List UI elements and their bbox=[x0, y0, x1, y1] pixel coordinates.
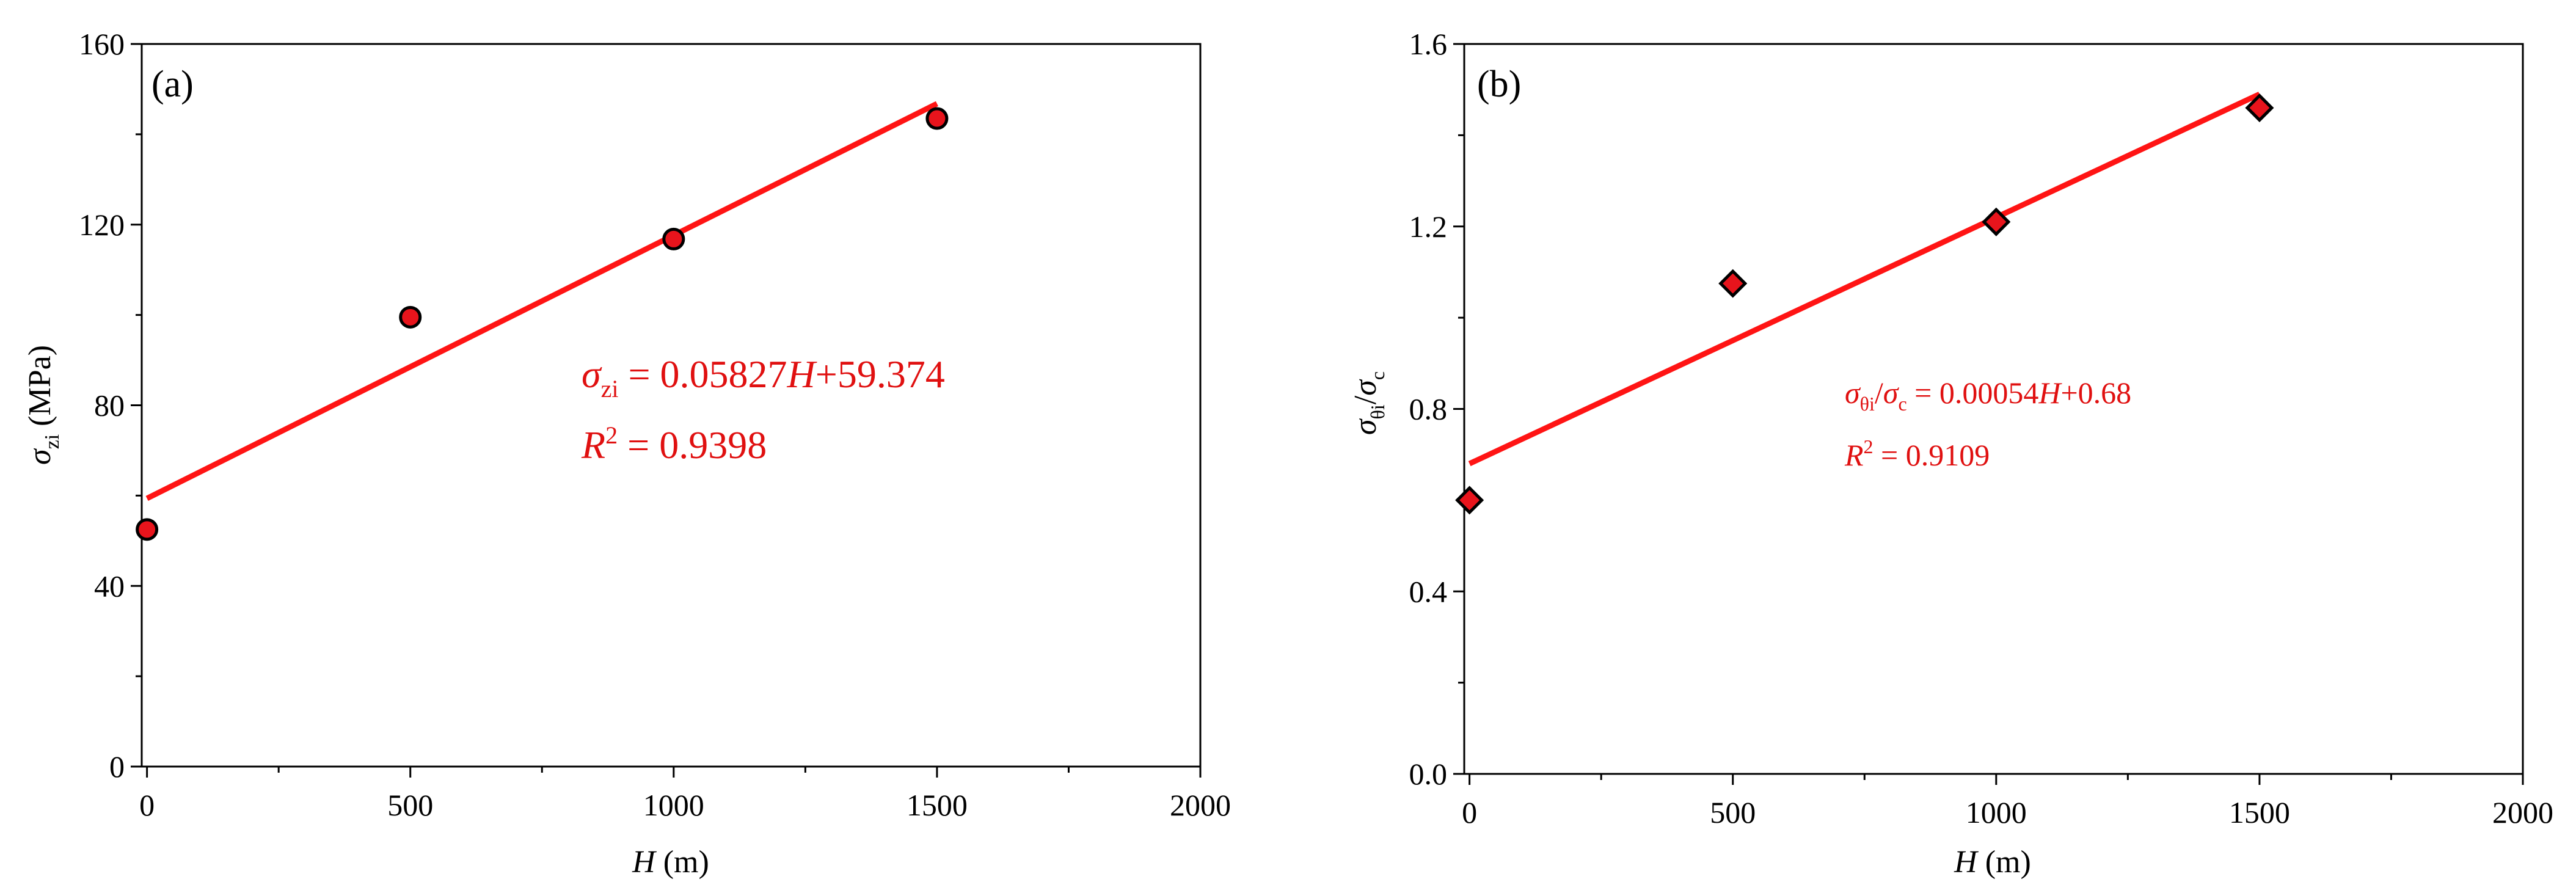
y-tick-label: 120 bbox=[79, 208, 125, 242]
x-tick-label: 1500 bbox=[2229, 795, 2290, 829]
fit-line-b bbox=[1468, 92, 2261, 467]
x-tick-label: 1000 bbox=[643, 788, 704, 822]
regression-line bbox=[145, 101, 938, 501]
regression-line bbox=[1468, 92, 2261, 467]
r-squared-b: R2 = 0.9109 bbox=[1844, 436, 1990, 472]
x-axis-title-b: H (m) bbox=[1954, 845, 2031, 880]
r-squared-a: R2 = 0.9398 bbox=[581, 421, 767, 467]
data-point bbox=[1718, 269, 1748, 298]
data-point bbox=[136, 518, 159, 541]
data-point bbox=[2245, 93, 2274, 123]
x-tick-label: 2000 bbox=[2492, 795, 2553, 829]
axis-ticks-b: 0 500 1000 1500 2000 0.0 0.4 0.8 1.2 1.6 bbox=[1409, 27, 2554, 829]
y-tick-label: 0.4 bbox=[1409, 574, 1448, 608]
x-tick-label: 500 bbox=[1710, 795, 1756, 829]
panel-label-a: (a) bbox=[151, 64, 194, 105]
data-point bbox=[662, 227, 685, 250]
x-tick-label: 1500 bbox=[907, 788, 968, 822]
data-point bbox=[1982, 207, 2011, 236]
fit-equation-b: σθi/σc = 0.00054H+0.68 bbox=[1845, 376, 2131, 415]
x-tick-label: 1000 bbox=[1966, 795, 2027, 829]
y-tick-label: 80 bbox=[94, 388, 125, 423]
data-points-b bbox=[1455, 93, 2274, 515]
y-tick-label: 160 bbox=[79, 27, 125, 61]
y-axis-title-b: σθi/σc bbox=[1348, 371, 1388, 435]
y-tick-label: 40 bbox=[94, 569, 125, 603]
panel-label-b: (b) bbox=[1477, 64, 1521, 105]
y-tick-label: 0.8 bbox=[1409, 392, 1448, 426]
y-tick-label: 1.6 bbox=[1409, 27, 1448, 61]
y-tick-label: 0.0 bbox=[1409, 757, 1448, 791]
data-points-a bbox=[136, 107, 949, 541]
fit-line-a bbox=[145, 101, 938, 501]
axis-ticks-a: 0 500 1000 1500 2000 0 40 80 120 160 bbox=[79, 27, 1231, 822]
y-tick-label: 1.2 bbox=[1409, 210, 1448, 244]
y-tick-label: 0 bbox=[109, 749, 125, 784]
panel-a: 0 500 1000 1500 2000 0 40 80 120 160 (a) H (m) σz… bbox=[23, 27, 1231, 880]
y-axis-title-a: σzi (MPa) bbox=[23, 345, 64, 465]
fit-equation-a: σzi = 0.05827H+59.374 bbox=[582, 352, 945, 403]
x-tick-label: 0 bbox=[139, 788, 155, 822]
x-tick-label: 2000 bbox=[1170, 788, 1231, 822]
data-point bbox=[1455, 486, 1484, 515]
x-tick-label: 0 bbox=[1462, 795, 1477, 829]
panel-b: 0 500 1000 1500 2000 0.0 0.4 0.8 1.2 1.6 (b) H (m… bbox=[1348, 27, 2553, 880]
data-point bbox=[399, 305, 422, 329]
plot-frame-a bbox=[140, 43, 1202, 768]
x-tick-label: 500 bbox=[387, 788, 433, 822]
x-axis-title-a: H (m) bbox=[632, 845, 709, 880]
data-point bbox=[925, 107, 949, 130]
